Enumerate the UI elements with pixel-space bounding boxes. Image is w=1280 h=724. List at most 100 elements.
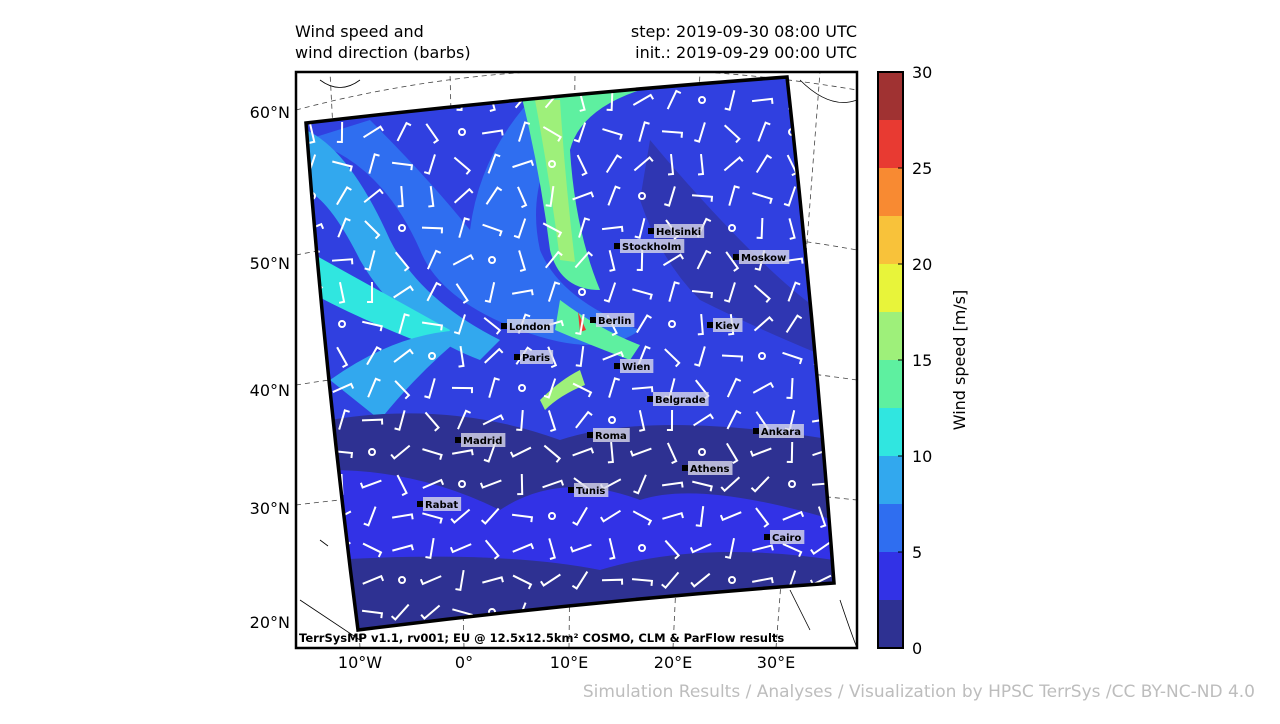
wind-barb — [331, 449, 354, 459]
wind-barb — [605, 154, 623, 174]
wind-barb — [332, 160, 353, 172]
wind-barb — [664, 186, 676, 207]
wind-barb — [661, 481, 684, 488]
calm-marker — [548, 160, 556, 168]
city-label: Belgrade — [655, 395, 706, 406]
wind-barb — [393, 348, 414, 363]
colorbar-tick-label: 30 — [912, 63, 932, 82]
wind-barb — [723, 282, 736, 303]
wind-barb — [457, 409, 472, 430]
wind-barb — [428, 185, 435, 208]
wind-field — [306, 77, 834, 630]
wind-barb — [573, 122, 587, 143]
wind-barb — [453, 314, 466, 335]
calm-marker — [458, 480, 466, 488]
lon-label: 10°W — [338, 653, 382, 672]
calm-marker — [728, 576, 736, 584]
wind-barb — [483, 316, 502, 335]
wind-barb — [757, 121, 771, 142]
wind-barb — [458, 217, 470, 238]
wind-barb — [363, 506, 377, 527]
wind-barb — [367, 377, 381, 398]
wind-barb — [600, 509, 622, 523]
city-label-bg — [620, 239, 685, 253]
wind-barb — [547, 281, 561, 302]
colorbar-band — [878, 168, 903, 216]
title-line: wind direction (barbs) — [295, 43, 471, 62]
wind-barb — [633, 474, 647, 495]
wind-barb — [694, 346, 706, 367]
wind-barb — [540, 573, 561, 587]
wind-barb — [338, 282, 346, 304]
wind-barb — [689, 543, 712, 554]
wind-barb — [575, 313, 585, 336]
wind-barb — [752, 192, 773, 204]
wind-barb — [332, 382, 355, 393]
wind-barb — [786, 441, 794, 464]
wind-barb — [635, 314, 652, 334]
wind-barb — [449, 543, 472, 554]
wind-barb — [488, 377, 500, 398]
wind-barb — [421, 226, 444, 234]
city-marker — [590, 317, 596, 323]
colorbar-band — [878, 72, 903, 120]
wind-barb — [512, 159, 535, 169]
city-marker — [587, 432, 593, 438]
wind-barb — [458, 345, 465, 368]
wind-barb — [697, 153, 705, 176]
wind-barb — [691, 289, 714, 299]
wind-barb — [509, 446, 532, 458]
wind-barb — [367, 281, 374, 304]
wind-barb — [751, 576, 774, 584]
wind-barb — [512, 542, 535, 553]
wind-barb — [391, 513, 414, 520]
wind-barb — [695, 505, 705, 528]
wind-barb — [725, 251, 740, 272]
city-marker — [753, 428, 759, 434]
wind-barb — [578, 217, 591, 238]
wind-barb — [483, 442, 497, 463]
wind-barb — [543, 444, 562, 463]
wind-barb — [363, 188, 384, 204]
wind-barb — [452, 253, 475, 266]
wind-barb — [363, 125, 384, 139]
wind-barb — [455, 569, 465, 592]
wind-barb — [419, 575, 442, 586]
wind-barb — [516, 409, 524, 432]
wind-barb — [481, 129, 504, 136]
wind-barb — [518, 121, 531, 142]
wind-barb — [578, 90, 586, 112]
city-label: Wien — [622, 362, 650, 373]
wind-barb — [602, 350, 625, 361]
calm-marker — [548, 512, 556, 520]
wind-barb — [782, 543, 803, 558]
wind-barb — [362, 320, 383, 332]
wind-barb — [451, 386, 474, 394]
city-label: Kiev — [715, 321, 740, 332]
colorbar-tick-label: 25 — [912, 159, 932, 178]
wind-barb — [728, 185, 740, 206]
city-label-bg — [759, 424, 804, 438]
wind-barb — [511, 513, 534, 523]
colorbar-band — [878, 552, 903, 600]
wind-barb — [480, 507, 500, 525]
city-marker — [647, 396, 653, 402]
calm-marker — [638, 544, 646, 552]
city-label-bg — [461, 433, 506, 447]
wind-barb — [692, 480, 713, 492]
colorbar-label: Wind speed [m/s] — [950, 290, 969, 431]
wind-barb — [726, 442, 739, 465]
wind-barb — [426, 281, 442, 302]
wind-barb — [785, 314, 803, 333]
wind-barb — [543, 378, 557, 399]
city-marker — [614, 243, 620, 249]
city-label: Berlin — [598, 316, 631, 327]
city-label-bg — [574, 483, 609, 497]
calm-marker — [518, 384, 526, 392]
wind-barb — [482, 576, 504, 584]
colorbar-band — [878, 456, 903, 504]
calm-marker — [698, 448, 706, 456]
wind-barb — [662, 253, 684, 267]
city-marker — [417, 501, 423, 507]
